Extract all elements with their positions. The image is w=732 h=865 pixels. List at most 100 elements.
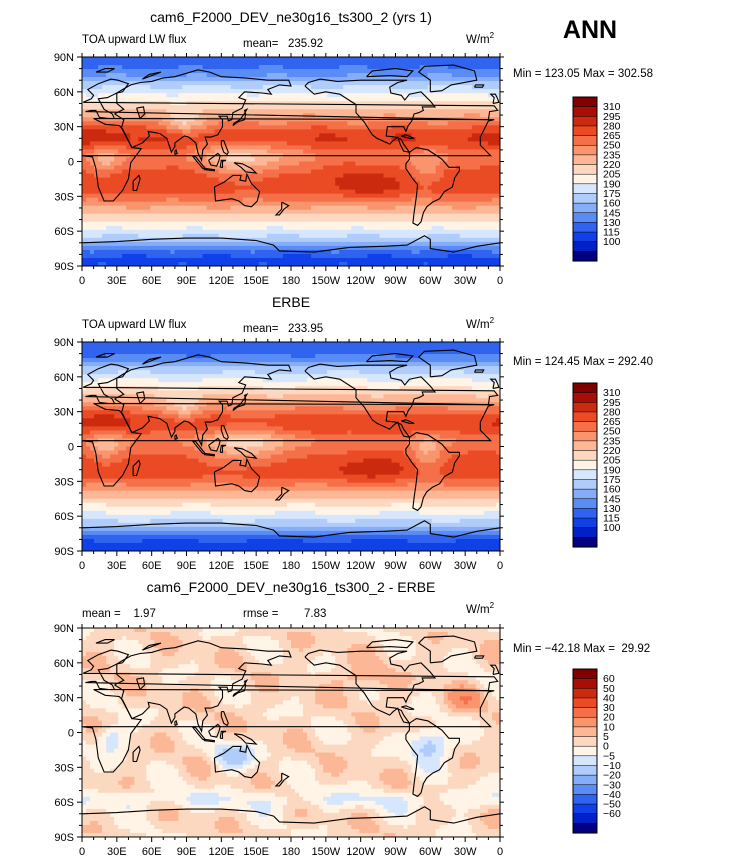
field-cell: [391, 197, 396, 203]
field-cell: [307, 65, 312, 70]
field-cell: [142, 241, 147, 247]
field-cell: [399, 77, 404, 82]
field-cell: [407, 101, 412, 106]
field-cell: [415, 93, 421, 98]
field-cell: [303, 61, 308, 66]
field-cell: [399, 73, 404, 78]
field-cell: [307, 77, 312, 82]
field-cell: [186, 157, 191, 162]
field-cell: [315, 209, 320, 215]
field-cell: [270, 121, 276, 126]
field-cell: [222, 225, 228, 231]
field-cell: [427, 109, 433, 114]
field-cell: [467, 137, 473, 142]
field-cell: [126, 145, 131, 150]
field-cell: [182, 181, 187, 187]
field-cell: [130, 165, 135, 170]
field-cell: [262, 241, 268, 247]
field-cell: [250, 245, 256, 251]
field-cell: [299, 85, 304, 90]
field-cell: [234, 181, 240, 187]
field-cell: [94, 189, 99, 195]
field-cell: [206, 125, 212, 130]
field-cell: [387, 109, 392, 114]
field-cell: [371, 213, 376, 219]
field-cell: [82, 137, 87, 142]
field-cell: [335, 109, 340, 114]
field-cell: [423, 221, 429, 227]
field-cell: [299, 81, 304, 86]
field-cell: [327, 181, 332, 187]
field-cell: [331, 241, 336, 247]
field-cell: [407, 141, 412, 146]
field-cell: [483, 113, 489, 118]
field-cell: [174, 169, 179, 174]
field-cell: [166, 57, 171, 62]
field-cell: [431, 137, 437, 142]
field-cell: [355, 61, 360, 66]
field-cell: [487, 229, 493, 235]
field-cell: [286, 125, 292, 130]
field-cell: [102, 69, 107, 74]
field-cell: [174, 57, 179, 62]
field-cell: [395, 161, 400, 166]
field-cell: [451, 197, 457, 203]
field-cell: [142, 89, 147, 94]
field-cell: [371, 77, 376, 82]
field-cell: [431, 201, 437, 207]
field-cell: [278, 181, 284, 187]
field-cell: [234, 233, 240, 239]
field-cell: [102, 61, 107, 66]
field-cell: [114, 57, 119, 62]
field-cell: [471, 77, 477, 82]
field-cell: [142, 185, 147, 191]
field-cell: [387, 93, 392, 98]
field-cell: [383, 209, 388, 215]
field-cell: [391, 205, 396, 211]
field-cell: [351, 241, 356, 247]
field-cell: [423, 145, 429, 150]
field-cell: [210, 121, 216, 126]
field-cell: [270, 193, 276, 199]
field-cell: [375, 205, 380, 211]
field-cell: [475, 213, 481, 219]
field-cell: [427, 213, 433, 219]
field-cell: [90, 141, 95, 146]
field-cell: [431, 65, 437, 70]
field-cell: [391, 141, 396, 146]
field-cell: [266, 165, 272, 170]
field-cell: [258, 229, 264, 235]
field-cell: [335, 181, 340, 187]
field-cell: [182, 205, 187, 211]
field-cell: [375, 217, 380, 223]
field-cell: [411, 233, 416, 239]
field-cell: [282, 89, 288, 94]
field-cell: [166, 109, 171, 114]
field-cell: [274, 229, 280, 235]
field-cell: [451, 189, 457, 195]
field-cell: [387, 185, 392, 191]
field-cell: [174, 85, 179, 90]
field-cell: [295, 165, 300, 170]
field-cell: [82, 77, 87, 82]
field-cell: [238, 181, 244, 187]
field-cell: [146, 137, 151, 142]
field-cell: [214, 117, 220, 122]
field-cell: [311, 193, 316, 199]
field-cell: [238, 189, 244, 195]
field-cell: [495, 145, 500, 150]
field-cell: [86, 185, 91, 191]
field-cell: [202, 73, 207, 78]
field-cell: [90, 169, 95, 174]
field-cell: [266, 125, 272, 130]
field-cell: [295, 245, 300, 251]
field-cell: [210, 137, 216, 142]
field-cell: [311, 241, 316, 247]
field-cell: [459, 217, 465, 223]
field-cell: [170, 193, 175, 199]
field-cell: [86, 69, 91, 74]
field-cell: [238, 129, 244, 134]
field-cell: [431, 185, 437, 191]
field-cell: [299, 229, 304, 235]
field-cell: [439, 237, 445, 243]
